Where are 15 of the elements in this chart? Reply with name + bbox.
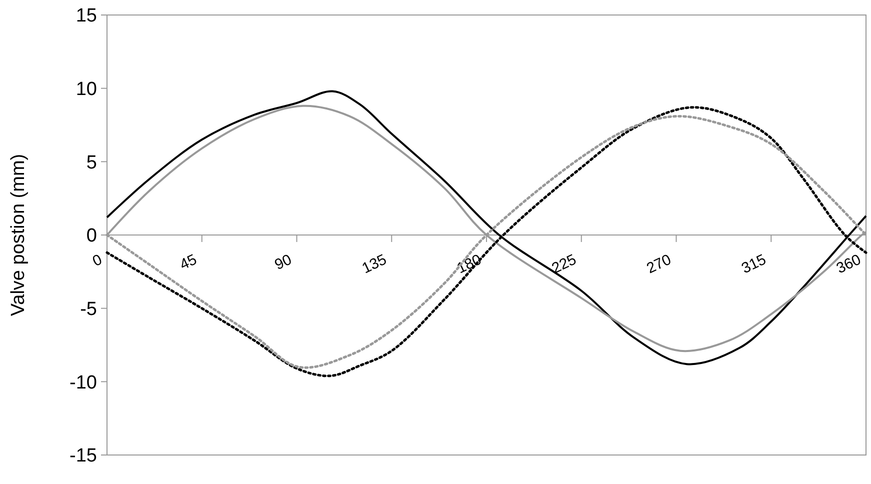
y-tick-label: -15 xyxy=(70,446,97,467)
y-tick-label: -10 xyxy=(70,372,97,394)
y-tick-label: 10 xyxy=(76,78,97,100)
x-tick-label: 270 xyxy=(644,251,674,278)
y-tick-label: 0 xyxy=(86,226,97,247)
x-tick-label: 45 xyxy=(177,251,200,274)
x-tick-label: 225 xyxy=(549,251,580,278)
y-tick-label: -5 xyxy=(80,298,97,320)
y-axis-title: Valve postion (mm) xyxy=(8,154,29,316)
y-tick-label: 15 xyxy=(76,6,97,27)
x-tick-label: 360 xyxy=(834,251,864,278)
x-tick-label: 135 xyxy=(359,251,390,278)
y-tick-label: 5 xyxy=(86,152,97,174)
x-tick-label: 315 xyxy=(738,251,769,278)
x-tick-label: 90 xyxy=(272,251,294,274)
